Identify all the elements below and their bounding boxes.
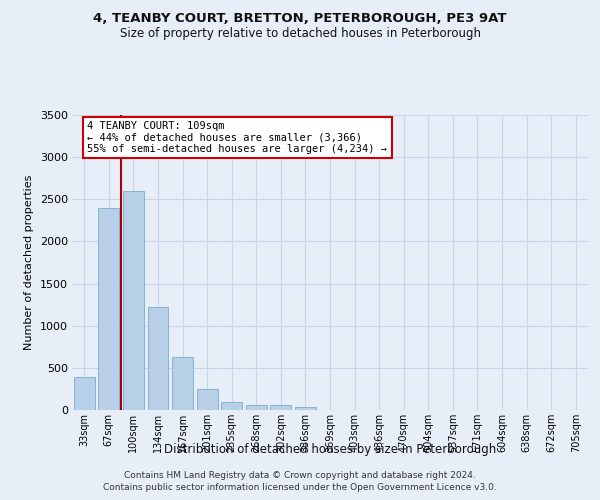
Bar <box>271 406 292 410</box>
Text: Size of property relative to detached houses in Peterborough: Size of property relative to detached ho… <box>119 28 481 40</box>
Bar <box>172 357 193 410</box>
Bar <box>246 404 267 410</box>
Text: 4 TEANBY COURT: 109sqm
← 44% of detached houses are smaller (3,366)
55% of semi-: 4 TEANBY COURT: 109sqm ← 44% of detached… <box>88 121 388 154</box>
Bar <box>123 191 144 410</box>
Text: Contains public sector information licensed under the Open Government Licence v3: Contains public sector information licen… <box>103 484 497 492</box>
Text: Distribution of detached houses by size in Peterborough: Distribution of detached houses by size … <box>164 442 496 456</box>
Bar <box>74 377 95 410</box>
Text: Contains HM Land Registry data © Crown copyright and database right 2024.: Contains HM Land Registry data © Crown c… <box>124 471 476 480</box>
Text: 4, TEANBY COURT, BRETTON, PETERBOROUGH, PE3 9AT: 4, TEANBY COURT, BRETTON, PETERBOROUGH, … <box>93 12 507 26</box>
Bar <box>295 406 316 410</box>
Bar <box>148 307 169 410</box>
Bar <box>197 389 218 410</box>
Y-axis label: Number of detached properties: Number of detached properties <box>24 175 34 350</box>
Bar <box>221 402 242 410</box>
Bar <box>98 208 119 410</box>
